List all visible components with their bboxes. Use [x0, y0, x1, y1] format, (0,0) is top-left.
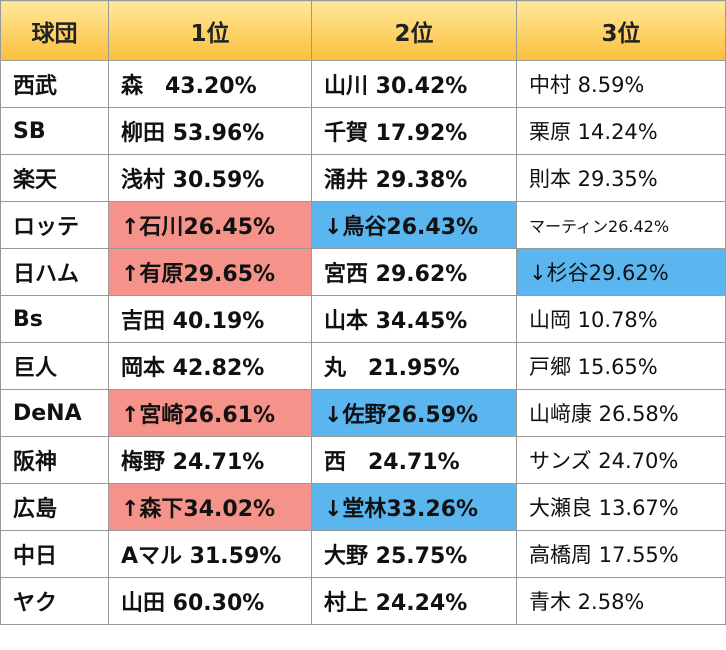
table-row: 日ハム ↑有原29.65% 宮西 29.62% ↓杉谷29.62% — [0, 248, 726, 296]
rank-1-cell: 浅村 30.59% — [108, 154, 312, 202]
header-rank-2: 2位 — [311, 0, 517, 61]
table-row: 広島 ↑森下34.02% ↓堂林33.26% 大瀬良 13.67% — [0, 483, 726, 531]
rank-3-cell: 高橋周 17.55% — [516, 530, 726, 578]
rank-3-cell: マーティン26.42% — [516, 201, 726, 249]
table-row: 巨人 岡本 42.82% 丸 21.95% 戸郷 15.65% — [0, 342, 726, 390]
team-name: ロッテ — [0, 201, 109, 249]
rank-1-cell: 森 43.20% — [108, 60, 312, 108]
rank-1-cell-up: ↑森下34.02% — [108, 483, 312, 531]
rank-2-cell: 宮西 29.62% — [311, 248, 517, 296]
rank-2-cell: 千賀 17.92% — [311, 107, 517, 155]
rank-3-cell: 山岡 10.78% — [516, 295, 726, 343]
rank-3-cell: 中村 8.59% — [516, 60, 726, 108]
team-name: 広島 — [0, 483, 109, 531]
team-name: 西武 — [0, 60, 109, 108]
table-row: 西武 森 43.20% 山川 30.42% 中村 8.59% — [0, 60, 726, 108]
rank-2-cell-down: ↓堂林33.26% — [311, 483, 517, 531]
rank-2-cell: 大野 25.75% — [311, 530, 517, 578]
table-row: ロッテ ↑石川26.45% ↓鳥谷26.43% マーティン26.42% — [0, 201, 726, 249]
rank-1-cell: 柳田 53.96% — [108, 107, 312, 155]
rank-1-cell: 岡本 42.82% — [108, 342, 312, 390]
header-team: 球団 — [0, 0, 109, 61]
team-name: 楽天 — [0, 154, 109, 202]
team-name: 阪神 — [0, 436, 109, 484]
rank-3-cell: 栗原 14.24% — [516, 107, 726, 155]
header-rank-3: 3位 — [516, 0, 726, 61]
rank-2-cell: 山川 30.42% — [311, 60, 517, 108]
rank-2-cell: 村上 24.24% — [311, 577, 517, 625]
table-row: DeNA ↑宮崎26.61% ↓佐野26.59% 山﨑康 26.58% — [0, 389, 726, 437]
rank-3-cell: サンズ 24.70% — [516, 436, 726, 484]
rank-3-cell: 則本 29.35% — [516, 154, 726, 202]
team-name: DeNA — [0, 389, 109, 437]
rank-1-cell: 吉田 40.19% — [108, 295, 312, 343]
table-row: 中日 Aマル 31.59% 大野 25.75% 高橋周 17.55% — [0, 530, 726, 578]
rank-1-cell: 梅野 24.71% — [108, 436, 312, 484]
rank-3-cell: 大瀬良 13.67% — [516, 483, 726, 531]
header-rank-1: 1位 — [108, 0, 312, 61]
rank-2-cell: 丸 21.95% — [311, 342, 517, 390]
header-row: 球団 1位 2位 3位 — [0, 0, 726, 61]
rank-1-cell-up: ↑宮崎26.61% — [108, 389, 312, 437]
table-row: Bs 吉田 40.19% 山本 34.45% 山岡 10.78% — [0, 295, 726, 343]
rank-1-cell: Aマル 31.59% — [108, 530, 312, 578]
rank-3-cell: 青木 2.58% — [516, 577, 726, 625]
rank-2-cell: 涌井 29.38% — [311, 154, 517, 202]
rank-2-cell: 西 24.71% — [311, 436, 517, 484]
team-name: SB — [0, 107, 109, 155]
ranking-table: 球団 1位 2位 3位 西武 森 43.20% 山川 30.42% 中村 8.5… — [0, 0, 726, 625]
table-row: ヤク 山田 60.30% 村上 24.24% 青木 2.58% — [0, 577, 726, 625]
rank-2-cell-down: ↓鳥谷26.43% — [311, 201, 517, 249]
table-row: 阪神 梅野 24.71% 西 24.71% サンズ 24.70% — [0, 436, 726, 484]
rank-2-cell-down: ↓佐野26.59% — [311, 389, 517, 437]
rank-1-cell-up: ↑有原29.65% — [108, 248, 312, 296]
table-row: 楽天 浅村 30.59% 涌井 29.38% 則本 29.35% — [0, 154, 726, 202]
rank-2-cell: 山本 34.45% — [311, 295, 517, 343]
rank-3-cell-down: ↓杉谷29.62% — [516, 248, 726, 296]
rank-1-cell-up: ↑石川26.45% — [108, 201, 312, 249]
rank-1-cell: 山田 60.30% — [108, 577, 312, 625]
team-name: ヤク — [0, 577, 109, 625]
rank-3-cell: 山﨑康 26.58% — [516, 389, 726, 437]
team-name: 巨人 — [0, 342, 109, 390]
team-name: Bs — [0, 295, 109, 343]
table-row: SB 柳田 53.96% 千賀 17.92% 栗原 14.24% — [0, 107, 726, 155]
rank-3-cell: 戸郷 15.65% — [516, 342, 726, 390]
team-name: 中日 — [0, 530, 109, 578]
team-name: 日ハム — [0, 248, 109, 296]
